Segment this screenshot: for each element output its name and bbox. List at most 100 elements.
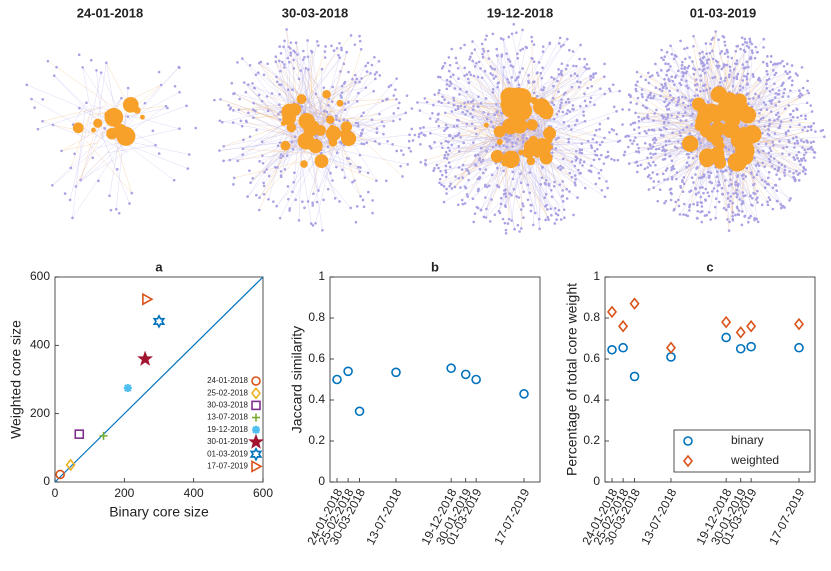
node xyxy=(495,144,498,147)
node xyxy=(536,72,539,75)
node xyxy=(340,47,343,50)
node xyxy=(627,135,630,138)
node xyxy=(401,175,404,178)
node xyxy=(691,112,694,115)
node xyxy=(595,141,598,144)
node xyxy=(307,68,310,71)
node xyxy=(792,137,795,140)
node xyxy=(324,50,327,53)
node xyxy=(424,134,427,137)
node xyxy=(596,148,599,151)
node xyxy=(794,180,797,183)
node xyxy=(638,126,641,129)
node xyxy=(299,69,302,72)
node xyxy=(449,75,452,78)
node xyxy=(287,88,290,91)
node xyxy=(543,196,546,199)
node xyxy=(265,168,268,171)
node xyxy=(472,197,475,200)
node xyxy=(544,183,547,186)
node xyxy=(652,186,655,189)
node xyxy=(653,141,656,144)
node xyxy=(314,222,317,225)
node xyxy=(229,108,232,111)
node xyxy=(673,208,676,211)
node xyxy=(765,83,768,86)
core-node xyxy=(531,122,536,127)
chart-title: b xyxy=(431,259,439,274)
node xyxy=(707,101,710,104)
marker xyxy=(747,321,755,331)
node xyxy=(629,95,632,98)
core-node xyxy=(527,157,535,165)
node xyxy=(466,73,469,76)
node xyxy=(545,193,548,196)
node xyxy=(457,119,460,122)
node xyxy=(437,167,440,170)
marker xyxy=(722,317,730,327)
node xyxy=(507,58,510,61)
node xyxy=(653,112,656,115)
node xyxy=(474,163,477,166)
legend-marker xyxy=(252,388,260,398)
node xyxy=(81,66,84,69)
node xyxy=(378,113,381,116)
node xyxy=(586,63,589,66)
node xyxy=(358,35,361,38)
node xyxy=(316,201,319,204)
node xyxy=(496,110,499,113)
node xyxy=(599,144,602,147)
node xyxy=(688,204,691,207)
node xyxy=(812,140,815,143)
node xyxy=(350,34,353,37)
node xyxy=(719,52,722,55)
node xyxy=(603,63,606,66)
node xyxy=(682,128,685,131)
node xyxy=(541,166,544,169)
node xyxy=(726,51,729,54)
node xyxy=(447,153,450,156)
node xyxy=(78,53,81,56)
node xyxy=(768,119,771,122)
node xyxy=(283,63,286,66)
node xyxy=(716,190,719,193)
node xyxy=(636,71,639,74)
node xyxy=(667,121,670,124)
node xyxy=(684,58,687,61)
node xyxy=(431,112,434,115)
node xyxy=(367,62,370,65)
node xyxy=(504,205,507,208)
node xyxy=(33,106,36,109)
node xyxy=(768,78,771,81)
node xyxy=(341,91,344,94)
edge xyxy=(52,127,112,185)
y-tick-label: 0.6 xyxy=(583,351,600,365)
node xyxy=(799,163,802,166)
node xyxy=(774,132,777,135)
node xyxy=(459,47,462,50)
node xyxy=(806,140,809,143)
node xyxy=(349,163,352,166)
node xyxy=(640,75,643,78)
node xyxy=(441,146,444,149)
node xyxy=(680,186,683,189)
node xyxy=(280,175,283,178)
node xyxy=(276,80,279,83)
marker xyxy=(795,344,803,352)
node xyxy=(762,61,765,64)
node xyxy=(440,183,443,186)
legend-label: 30-03-2018 xyxy=(207,401,248,410)
node xyxy=(743,215,746,218)
node xyxy=(381,120,384,123)
node xyxy=(567,138,570,141)
node xyxy=(813,156,816,159)
node xyxy=(85,101,88,104)
marker xyxy=(520,390,528,398)
node xyxy=(578,172,581,175)
node xyxy=(741,63,744,66)
node xyxy=(100,71,103,74)
node xyxy=(679,40,682,43)
node xyxy=(258,94,261,97)
node xyxy=(775,63,778,66)
node xyxy=(774,168,777,171)
